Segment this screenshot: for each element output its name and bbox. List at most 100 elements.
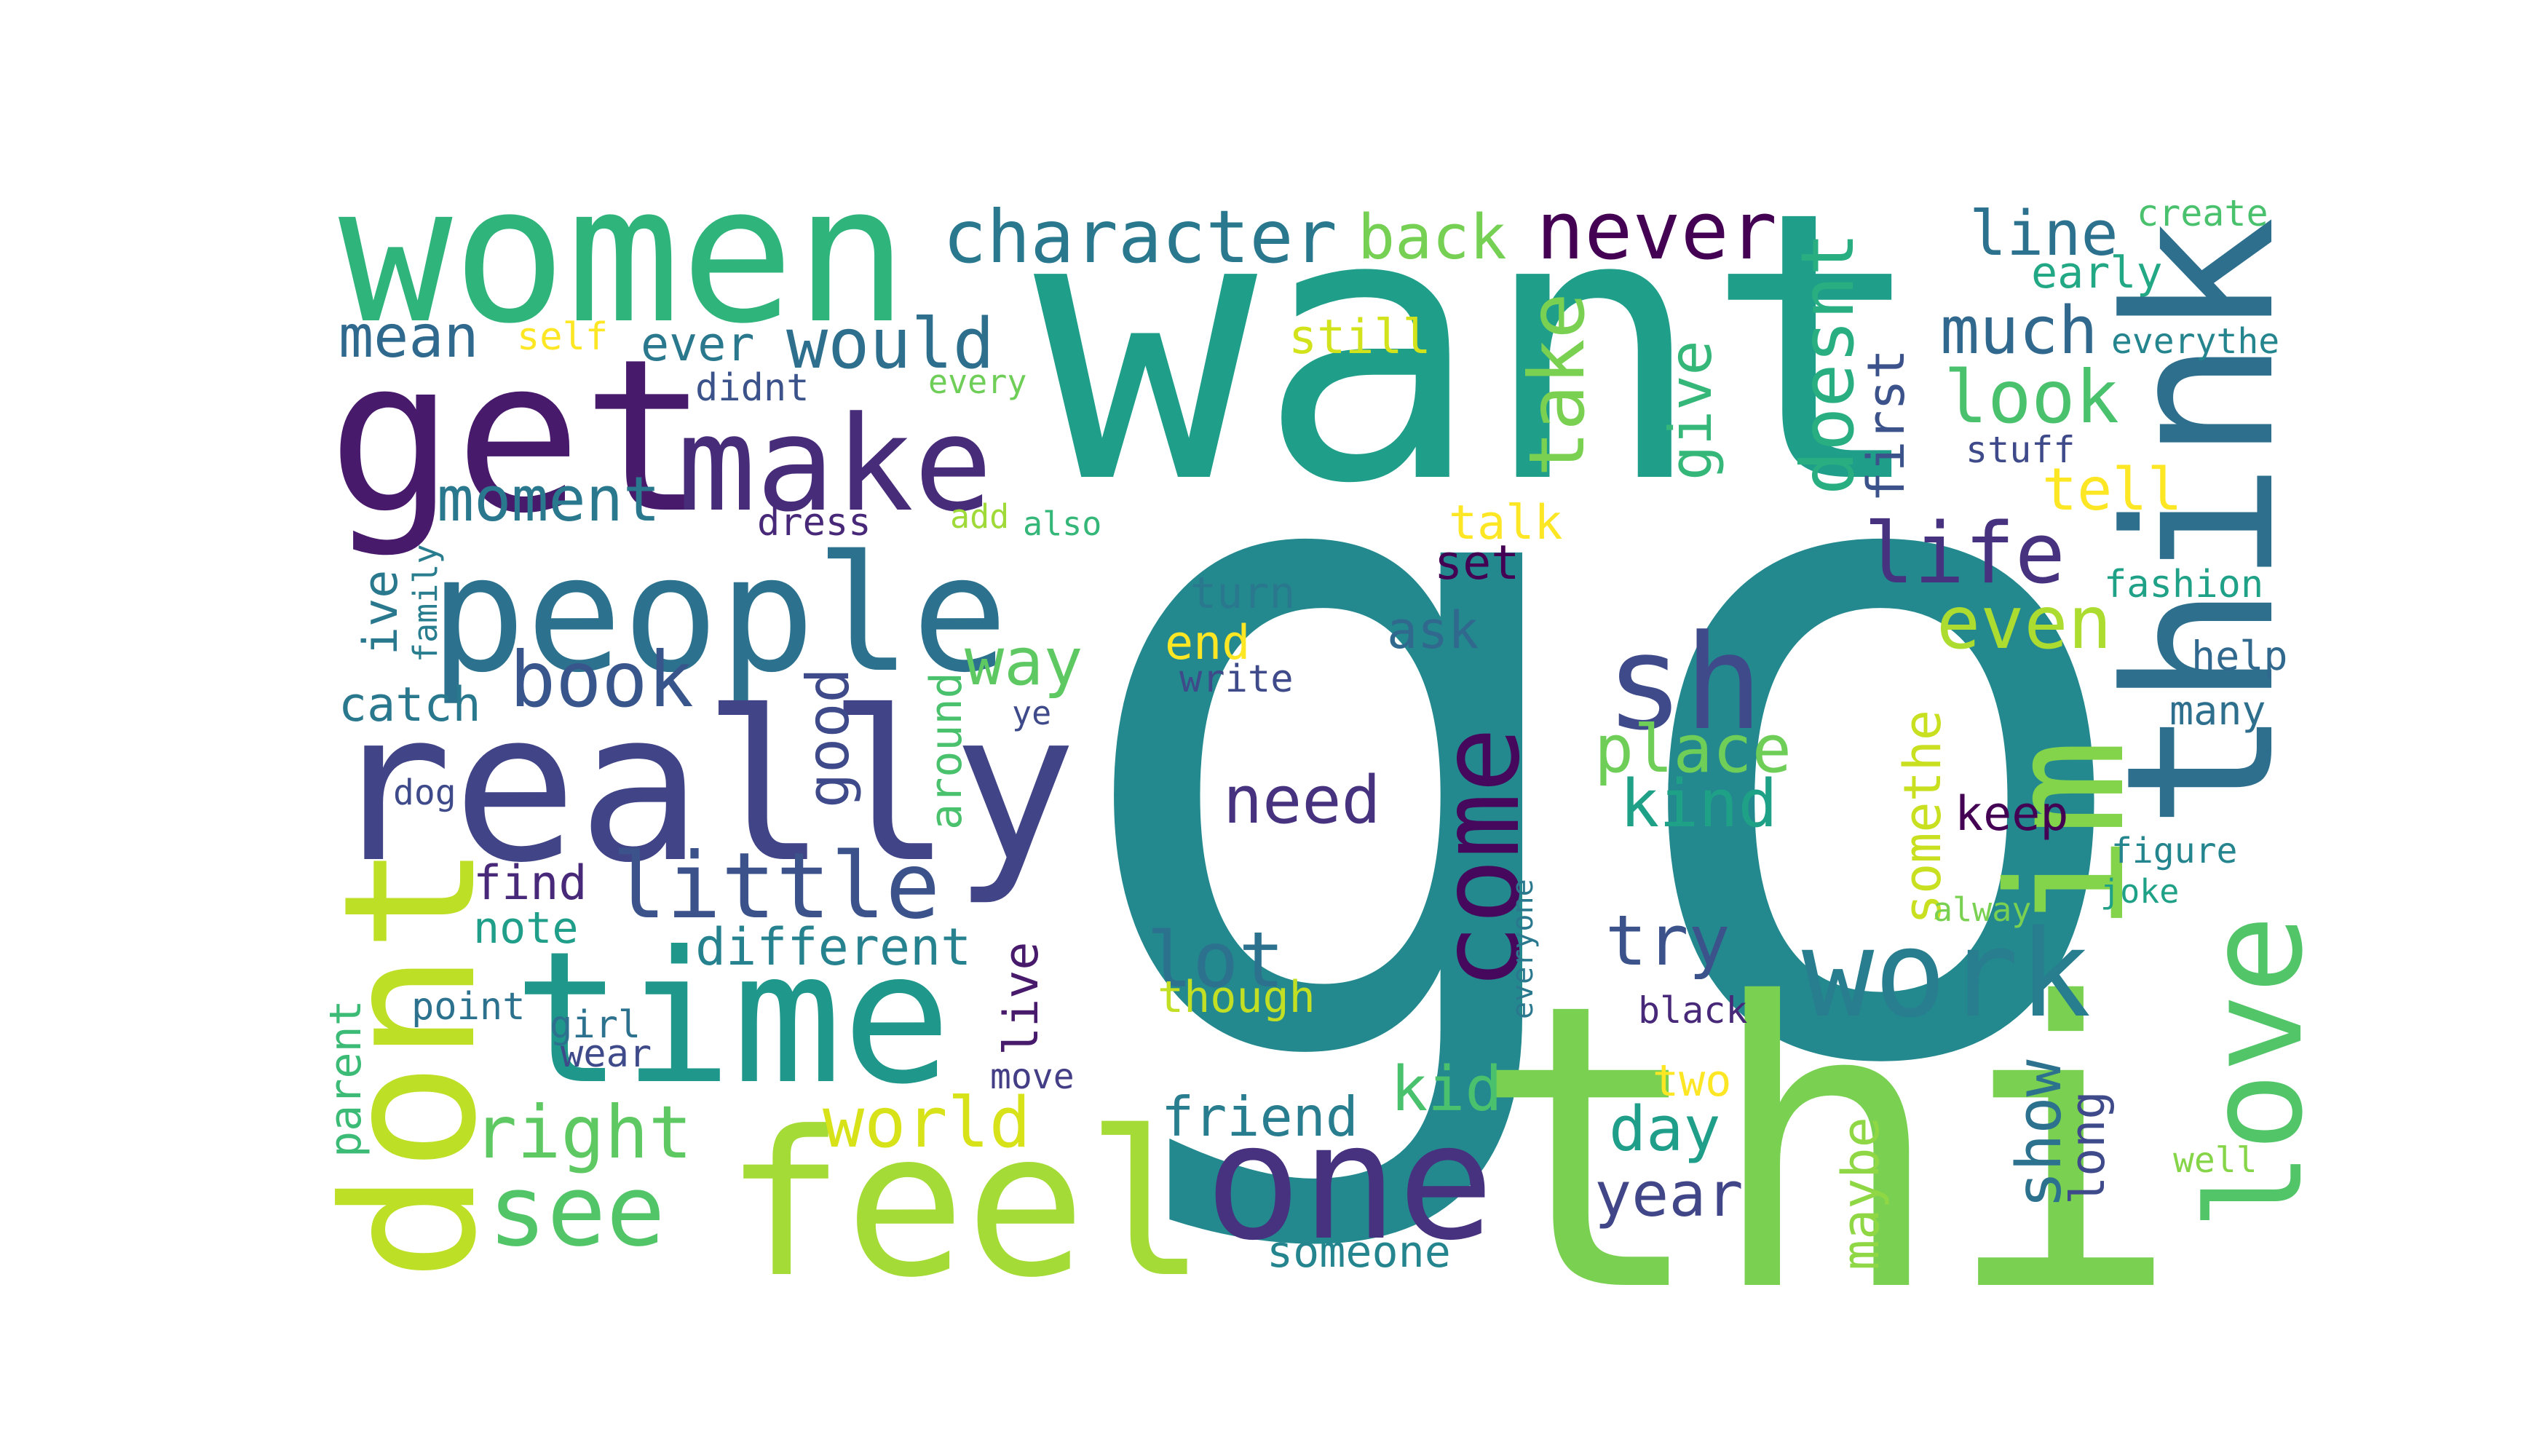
word-dog: dog xyxy=(393,772,456,813)
word-try: try xyxy=(1605,901,1730,981)
word-kid: kid xyxy=(1390,1053,1503,1125)
word-doesnt: doesnt xyxy=(1785,232,1870,495)
word-sh: sh xyxy=(1605,607,1763,759)
word-end: end xyxy=(1165,616,1250,670)
word-didnt: didnt xyxy=(695,366,810,410)
word-joke: joke xyxy=(2100,872,2179,911)
word-keep: keep xyxy=(1955,787,2069,842)
word-ever: ever xyxy=(641,317,755,372)
word-first: first xyxy=(1856,349,1916,502)
word-note: note xyxy=(473,903,579,954)
word-look: look xyxy=(1944,355,2119,440)
word-way: way xyxy=(965,624,1083,700)
word-everyone: everyone xyxy=(1506,879,1540,1019)
word-ye: ye xyxy=(1012,694,1051,732)
word-ive: ive xyxy=(354,570,408,655)
word-good: good xyxy=(794,668,862,808)
word-stuff: stuff xyxy=(1966,429,2076,471)
word-back: back xyxy=(1358,202,1507,274)
word-show: show xyxy=(2003,1059,2076,1208)
word-long: long xyxy=(2061,1091,2116,1205)
word-people: people xyxy=(430,521,1008,708)
word-world: world xyxy=(823,1083,1031,1163)
word-family: family xyxy=(406,544,445,662)
word-alway: alway xyxy=(1933,890,2031,929)
word-never: never xyxy=(1536,184,1777,277)
word-fashion: fashion xyxy=(2104,563,2263,606)
word-love: love xyxy=(2180,915,2332,1230)
word-every: every xyxy=(928,363,1026,401)
word-think: think xyxy=(2083,216,2320,830)
word-thi: thi xyxy=(1471,921,2180,1378)
word-year: year xyxy=(1594,1159,1744,1231)
word-figure: figure xyxy=(2111,831,2237,871)
word-day: day xyxy=(1609,1093,1721,1166)
word-little: little xyxy=(612,834,941,939)
word-dont: dont xyxy=(304,843,516,1281)
word-mean: mean xyxy=(339,303,479,371)
word-friend: friend xyxy=(1161,1085,1358,1149)
word-moment: moment xyxy=(437,464,660,536)
word-take: take xyxy=(1513,293,1602,477)
word-time: time xyxy=(513,912,951,1124)
word-catch: catch xyxy=(339,678,481,732)
word-one: one xyxy=(1205,1089,1494,1275)
word-turn: turn xyxy=(1190,568,1296,619)
word-place: place xyxy=(1594,711,1792,788)
word-parent: parent xyxy=(320,1000,371,1158)
word-around: around xyxy=(921,672,972,830)
word-find: find xyxy=(473,856,587,911)
word-im: im xyxy=(1974,739,2160,932)
word-see: see xyxy=(488,1154,665,1268)
word-talk: talk xyxy=(1449,496,1563,550)
word-make: make xyxy=(677,389,992,541)
word-also: also xyxy=(1023,505,1101,543)
word-self: self xyxy=(517,315,608,359)
word-move: move xyxy=(990,1056,1075,1097)
word-much: much xyxy=(1940,293,2098,369)
word-everythe: everythe xyxy=(2111,321,2279,362)
word-well: well xyxy=(2173,1140,2258,1181)
word-want: want xyxy=(1034,133,1928,565)
word-live: live xyxy=(994,941,1049,1056)
word-add: add xyxy=(950,497,1009,536)
word-need: need xyxy=(1223,762,1381,839)
word-life: life xyxy=(1864,505,2065,603)
word-girl: girl xyxy=(550,1003,641,1047)
word-though: though xyxy=(1158,972,1315,1023)
word-come: come xyxy=(1417,727,1544,990)
word-feel: feel xyxy=(724,1088,1206,1321)
word-maybe: maybe xyxy=(1831,1117,1891,1270)
word-black: black xyxy=(1638,989,1748,1032)
word-dress: dress xyxy=(757,501,871,545)
word-lot: lot xyxy=(1147,916,1285,1005)
word-go: go xyxy=(1059,204,2155,1263)
word-many: many xyxy=(2169,687,2266,734)
word-point: point xyxy=(411,985,526,1029)
word-tell: tell xyxy=(2042,456,2183,523)
word-still: still xyxy=(1289,310,1431,365)
word-wear: wear xyxy=(561,1032,652,1076)
word-right: right xyxy=(473,1090,692,1175)
word-would: would xyxy=(786,304,994,384)
word-early: early xyxy=(2031,248,2163,298)
word-different: different xyxy=(695,917,971,977)
word-help: help xyxy=(2191,633,2287,679)
word-two: two xyxy=(1653,1056,1731,1107)
word-kind: kind xyxy=(1620,766,1778,842)
word-book: book xyxy=(510,636,694,724)
word-line: line xyxy=(1969,198,2118,270)
word-even: even xyxy=(1936,580,2112,665)
word-create: create xyxy=(2137,192,2268,234)
word-women: women xyxy=(339,146,909,365)
word-really: really xyxy=(328,667,1077,909)
word-set: set xyxy=(1434,536,1519,590)
word-someone: someone xyxy=(1267,1227,1451,1278)
word-work: work xyxy=(1802,904,2091,1044)
word-give: give xyxy=(1657,340,1725,480)
word-write: write xyxy=(1179,657,1294,701)
word-somethe: somethe xyxy=(1893,710,1952,925)
word-get: get xyxy=(328,314,709,560)
word-character: character xyxy=(943,194,1337,280)
